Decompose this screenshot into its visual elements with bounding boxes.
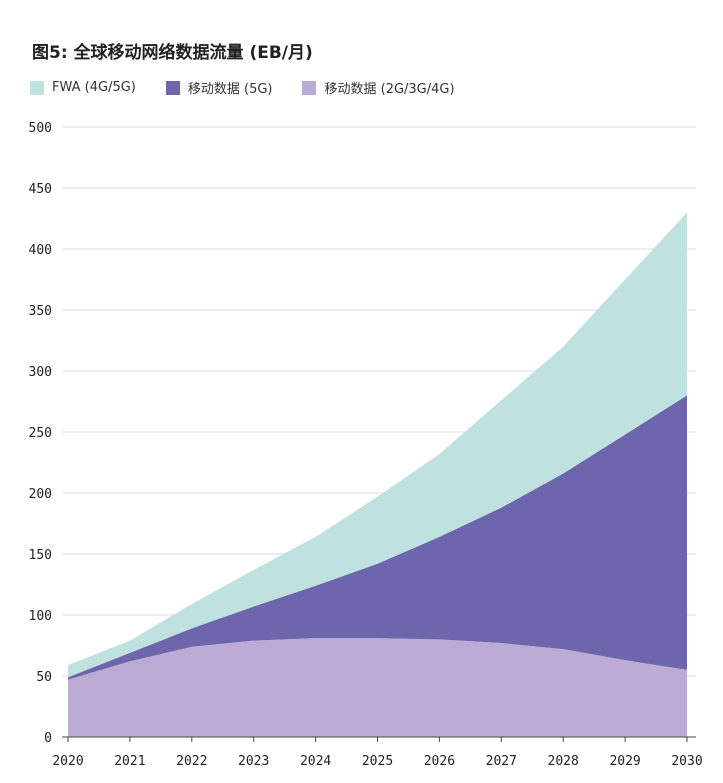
x-tick-label: 2021 <box>114 754 145 769</box>
legend-item-fwa: FWA (4G/5G) <box>30 80 136 95</box>
legend: FWA (4G/5G) 移动数据 (5G) 移动数据 (2G/3G/4G) <box>30 78 485 97</box>
y-tick-label: 450 <box>29 182 52 197</box>
x-tick-label: 2028 <box>548 754 579 769</box>
y-tick-label: 350 <box>29 304 52 319</box>
legend-item-legacy: 移动数据 (2G/3G/4G) <box>302 78 455 97</box>
x-tick-label: 2025 <box>362 754 393 769</box>
y-tick-label: 100 <box>29 609 52 624</box>
x-tick-label: 2030 <box>671 754 702 769</box>
x-tick-label: 2024 <box>300 754 331 769</box>
y-tick-label: 400 <box>29 243 52 258</box>
area-series-1 <box>68 395 687 680</box>
y-tick-label: 250 <box>29 426 52 441</box>
area-series <box>68 212 687 737</box>
x-tick-label: 2026 <box>424 754 455 769</box>
x-tick-label: 2027 <box>486 754 517 769</box>
legend-swatch-5g <box>165 80 180 95</box>
x-tick-label: 2020 <box>52 754 83 769</box>
y-tick-label: 500 <box>29 121 52 136</box>
legend-swatch-fwa <box>30 80 44 95</box>
legend-label-fwa: FWA (4G/5G) <box>52 80 136 95</box>
area-series-2 <box>68 212 687 678</box>
legend-item-5g: 移动数据 (5G) <box>165 78 273 97</box>
axes: 0 50 100 150 200 250 300 350 400 450 500 2020 2021 20… <box>29 121 703 769</box>
y-tick-label: 50 <box>36 670 52 685</box>
y-tick-label: 150 <box>29 548 52 563</box>
x-tick-label: 2023 <box>238 754 269 769</box>
chart-title: 图5: 全球移动网络数据流量 (EB/月) <box>32 43 313 63</box>
legend-label-legacy: 移动数据 (2G/3G/4G) <box>324 82 455 97</box>
area-series-0 <box>68 638 687 737</box>
y-tick-label: 300 <box>29 365 52 380</box>
y-tick-label: 200 <box>29 487 52 502</box>
x-tick-label: 2029 <box>609 754 640 769</box>
legend-swatch-legacy <box>302 80 317 95</box>
x-tick-label: 2022 <box>176 754 207 769</box>
legend-label-5g: 移动数据 (5G) <box>187 82 273 97</box>
y-tick-label: 0 <box>44 731 52 746</box>
